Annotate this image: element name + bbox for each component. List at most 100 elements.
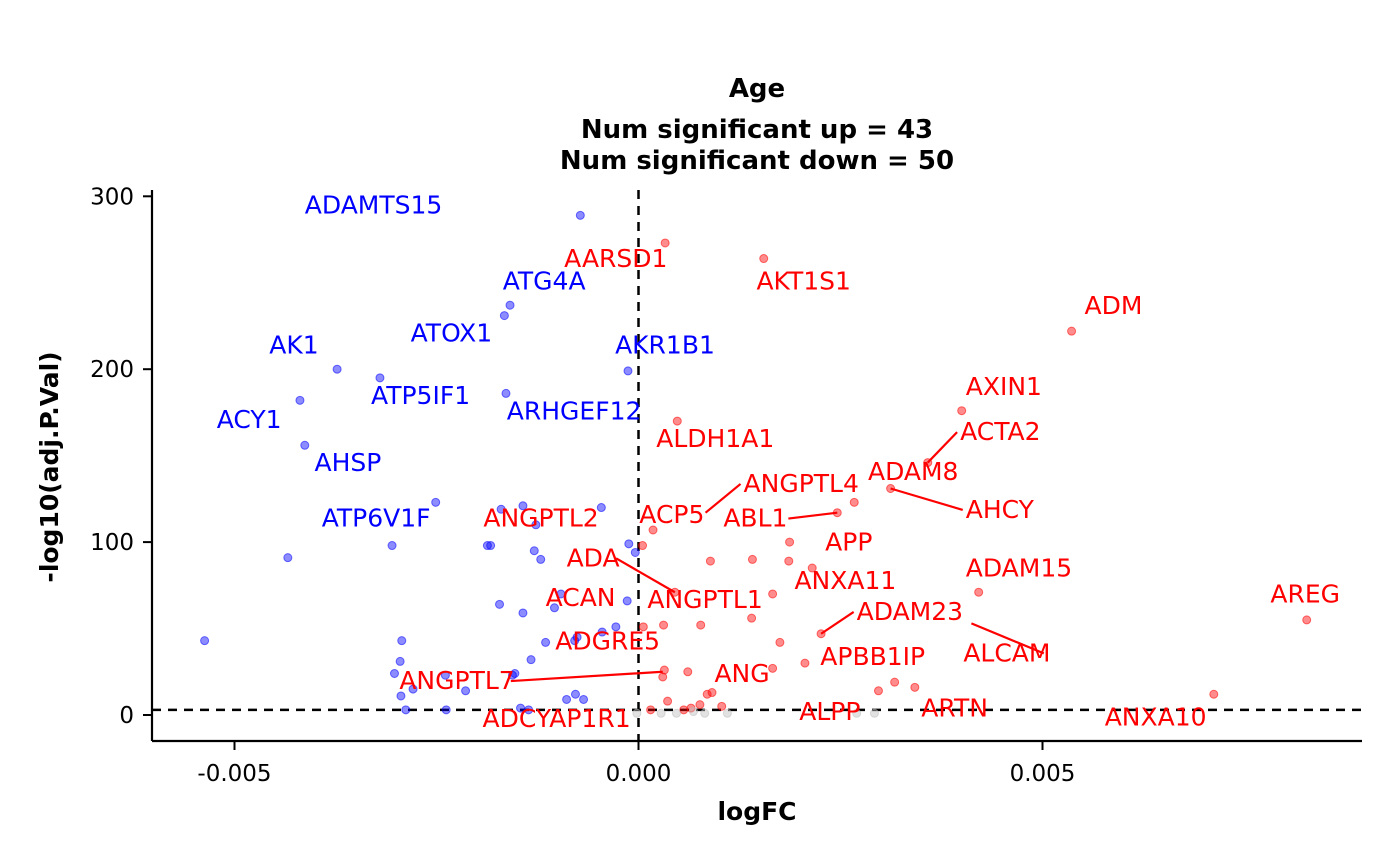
point-down bbox=[496, 504, 506, 514]
gene-label-areg: AREG bbox=[1270, 580, 1340, 609]
point-down bbox=[431, 497, 441, 507]
point-up bbox=[660, 238, 670, 248]
point-up bbox=[696, 620, 706, 630]
point-ns bbox=[632, 708, 642, 718]
chart-subtitle-up: Num significant up = 43 bbox=[581, 115, 933, 145]
point-down bbox=[541, 637, 551, 647]
point-up bbox=[768, 663, 778, 673]
point-up bbox=[1067, 326, 1077, 336]
point-up bbox=[663, 696, 673, 706]
point-down bbox=[486, 541, 496, 551]
y-tick-label: 0 bbox=[119, 703, 134, 729]
point-up bbox=[702, 689, 712, 699]
point-up bbox=[1302, 615, 1312, 625]
x-tick-label: 0.000 bbox=[606, 761, 672, 787]
point-up bbox=[695, 700, 705, 710]
point-down bbox=[283, 553, 293, 563]
point-down bbox=[518, 608, 528, 618]
gene-label-akr1b1: AKR1B1 bbox=[615, 331, 715, 360]
point-up bbox=[705, 556, 715, 566]
point-up bbox=[679, 705, 689, 715]
gene-label-acan: ACAN bbox=[546, 583, 616, 612]
point-up bbox=[759, 254, 769, 264]
point-down bbox=[623, 366, 633, 376]
gene-label-atox1: ATOX1 bbox=[411, 319, 493, 348]
point-up bbox=[672, 416, 682, 426]
point-ns bbox=[869, 708, 879, 718]
gene-label-adm: ADM bbox=[1085, 291, 1143, 320]
point-up bbox=[890, 677, 900, 687]
point-up bbox=[638, 622, 648, 632]
x-tick-label: 0.005 bbox=[1010, 761, 1076, 787]
point-up bbox=[957, 406, 967, 416]
point-down bbox=[396, 691, 406, 701]
gene-label-angptl7: ANGPTL7 bbox=[399, 666, 514, 695]
point-down bbox=[389, 669, 399, 679]
point-down bbox=[556, 589, 566, 599]
x-tick-label: -0.005 bbox=[197, 761, 271, 787]
gene-label-akt1s1: AKT1S1 bbox=[756, 267, 851, 296]
point-up bbox=[768, 589, 778, 599]
point-down bbox=[505, 300, 515, 310]
point-down bbox=[549, 603, 559, 613]
label-connector bbox=[704, 483, 742, 514]
point-down bbox=[536, 554, 546, 564]
point-down bbox=[529, 546, 539, 556]
chart-subtitle-down: Num significant down = 50 bbox=[560, 146, 954, 176]
point-up bbox=[638, 541, 648, 551]
label-connector bbox=[970, 622, 1045, 655]
gene-label-alcam: ALCAM bbox=[963, 638, 1050, 667]
gene-label-ahcy: AHCY bbox=[966, 495, 1035, 524]
gene-label-axin1: AXIN1 bbox=[966, 372, 1042, 401]
point-down bbox=[611, 622, 621, 632]
point-down bbox=[579, 694, 589, 704]
point-up bbox=[707, 688, 717, 698]
gene-label-adgre5: ADGRE5 bbox=[555, 626, 660, 655]
point-down bbox=[531, 520, 541, 530]
reference-lines bbox=[152, 190, 1362, 741]
gene-label-adam23: ADAM23 bbox=[857, 597, 963, 626]
label-connector bbox=[510, 670, 663, 683]
gene-label-aldh1a1: ALDH1A1 bbox=[656, 424, 774, 453]
gene-label-ak1: AK1 bbox=[269, 331, 318, 360]
point-down bbox=[501, 388, 511, 398]
point-up bbox=[646, 705, 656, 715]
point-down bbox=[332, 364, 342, 374]
point-down bbox=[526, 655, 536, 665]
gene-label-adam8: ADAM8 bbox=[868, 457, 959, 486]
gene-label-acy1: ACY1 bbox=[217, 405, 282, 434]
point-down bbox=[408, 684, 418, 694]
point-down bbox=[596, 503, 606, 513]
point-up bbox=[807, 563, 817, 573]
gene-label-acp5: ACP5 bbox=[639, 500, 704, 529]
label-connector bbox=[820, 610, 855, 635]
gene-label-ahsp: AHSP bbox=[314, 448, 381, 477]
point-up bbox=[800, 658, 810, 668]
gene-label-adam15: ADAM15 bbox=[966, 554, 1072, 583]
point-down bbox=[518, 501, 528, 511]
gene-label-angptl1: ANGPTL1 bbox=[647, 585, 762, 614]
point-up bbox=[683, 667, 693, 677]
point-down bbox=[387, 541, 397, 551]
point-down bbox=[375, 373, 385, 383]
point-ns bbox=[688, 707, 698, 717]
point-up bbox=[784, 556, 794, 566]
point-down bbox=[397, 636, 407, 646]
point-down bbox=[401, 705, 411, 715]
point-down bbox=[524, 705, 534, 715]
point-up bbox=[910, 682, 920, 692]
label-connector bbox=[890, 487, 964, 511]
point-down bbox=[395, 656, 405, 666]
point-up bbox=[873, 686, 883, 696]
point-up bbox=[1209, 689, 1219, 699]
gene-label-acta2: ACTA2 bbox=[960, 417, 1040, 446]
x-axis-title: logFC bbox=[717, 797, 796, 826]
label-connector bbox=[788, 511, 838, 520]
point-down bbox=[570, 689, 580, 699]
point-down bbox=[624, 539, 634, 549]
point-down bbox=[562, 694, 572, 704]
point-down bbox=[575, 210, 585, 220]
point-up bbox=[648, 525, 658, 535]
point-down bbox=[440, 670, 450, 680]
